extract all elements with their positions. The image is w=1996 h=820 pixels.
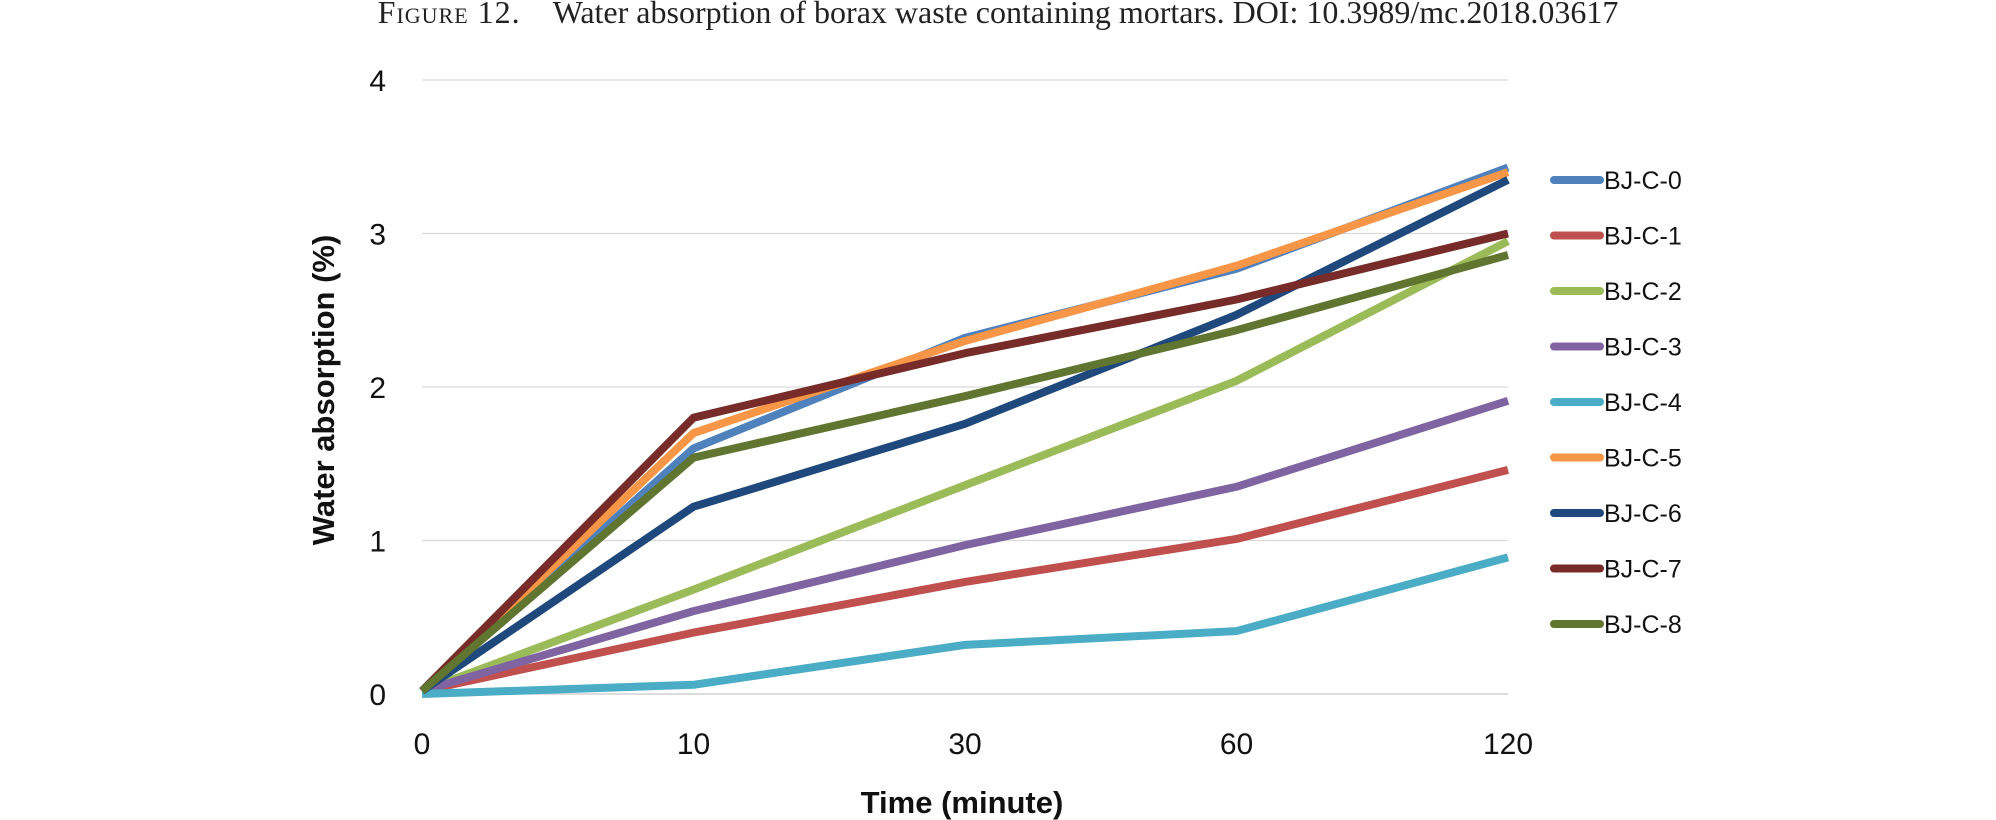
x-tick-label: 10 <box>677 728 710 761</box>
series-line <box>419 229 1509 694</box>
figure-label: Figure 12. <box>377 0 521 30</box>
y-tick-label: 4 <box>369 65 386 98</box>
legend-label: BJ-C-0 <box>1604 167 1682 195</box>
x-tick-label: 120 <box>1483 728 1533 761</box>
x-tick-labels: 0 10 30 60 120 <box>414 728 1533 761</box>
x-axis-title: Time (minute) <box>861 785 1064 820</box>
y-tick-labels: 0 1 2 3 4 <box>369 65 386 712</box>
y-tick-label: 1 <box>369 526 386 559</box>
legend-label: BJ-C-4 <box>1604 389 1682 417</box>
series-line <box>421 553 1510 698</box>
x-tick-label: 60 <box>1220 728 1253 761</box>
legend-label: BJ-C-7 <box>1604 556 1682 584</box>
x-tick-label: 0 <box>414 728 431 761</box>
series-lines <box>419 163 1510 698</box>
figure-caption: Figure 12. Water absorption of borax was… <box>0 0 1996 31</box>
y-axis-title: Water absorption (%) <box>306 235 341 546</box>
y-tick-label: 0 <box>369 679 386 712</box>
y-tick-label: 2 <box>369 372 386 405</box>
legend-label: BJ-C-5 <box>1604 445 1682 473</box>
series-line <box>419 163 1510 694</box>
series-line <box>419 168 1510 694</box>
series-line <box>420 397 1510 695</box>
legend-label: BJ-C-1 <box>1604 223 1682 251</box>
series-line <box>420 237 1510 695</box>
series-line <box>419 251 1510 694</box>
legend-label: BJ-C-6 <box>1604 500 1682 528</box>
legend-label: BJ-C-8 <box>1604 611 1682 639</box>
y-tick-label: 3 <box>369 219 386 252</box>
series-line <box>419 176 1510 695</box>
x-tick-label: 30 <box>948 728 981 761</box>
legend-label: BJ-C-3 <box>1604 334 1682 362</box>
figure-caption-text: Water absorption of borax waste containi… <box>552 0 1619 30</box>
legend-label: BJ-C-2 <box>1604 278 1682 306</box>
series-line <box>421 466 1509 695</box>
legend: BJ-C-0 BJ-C-1 BJ-C-2 BJ-C-3 BJ-C-4 BJ-C-5 BJ-C… <box>1550 167 1682 639</box>
